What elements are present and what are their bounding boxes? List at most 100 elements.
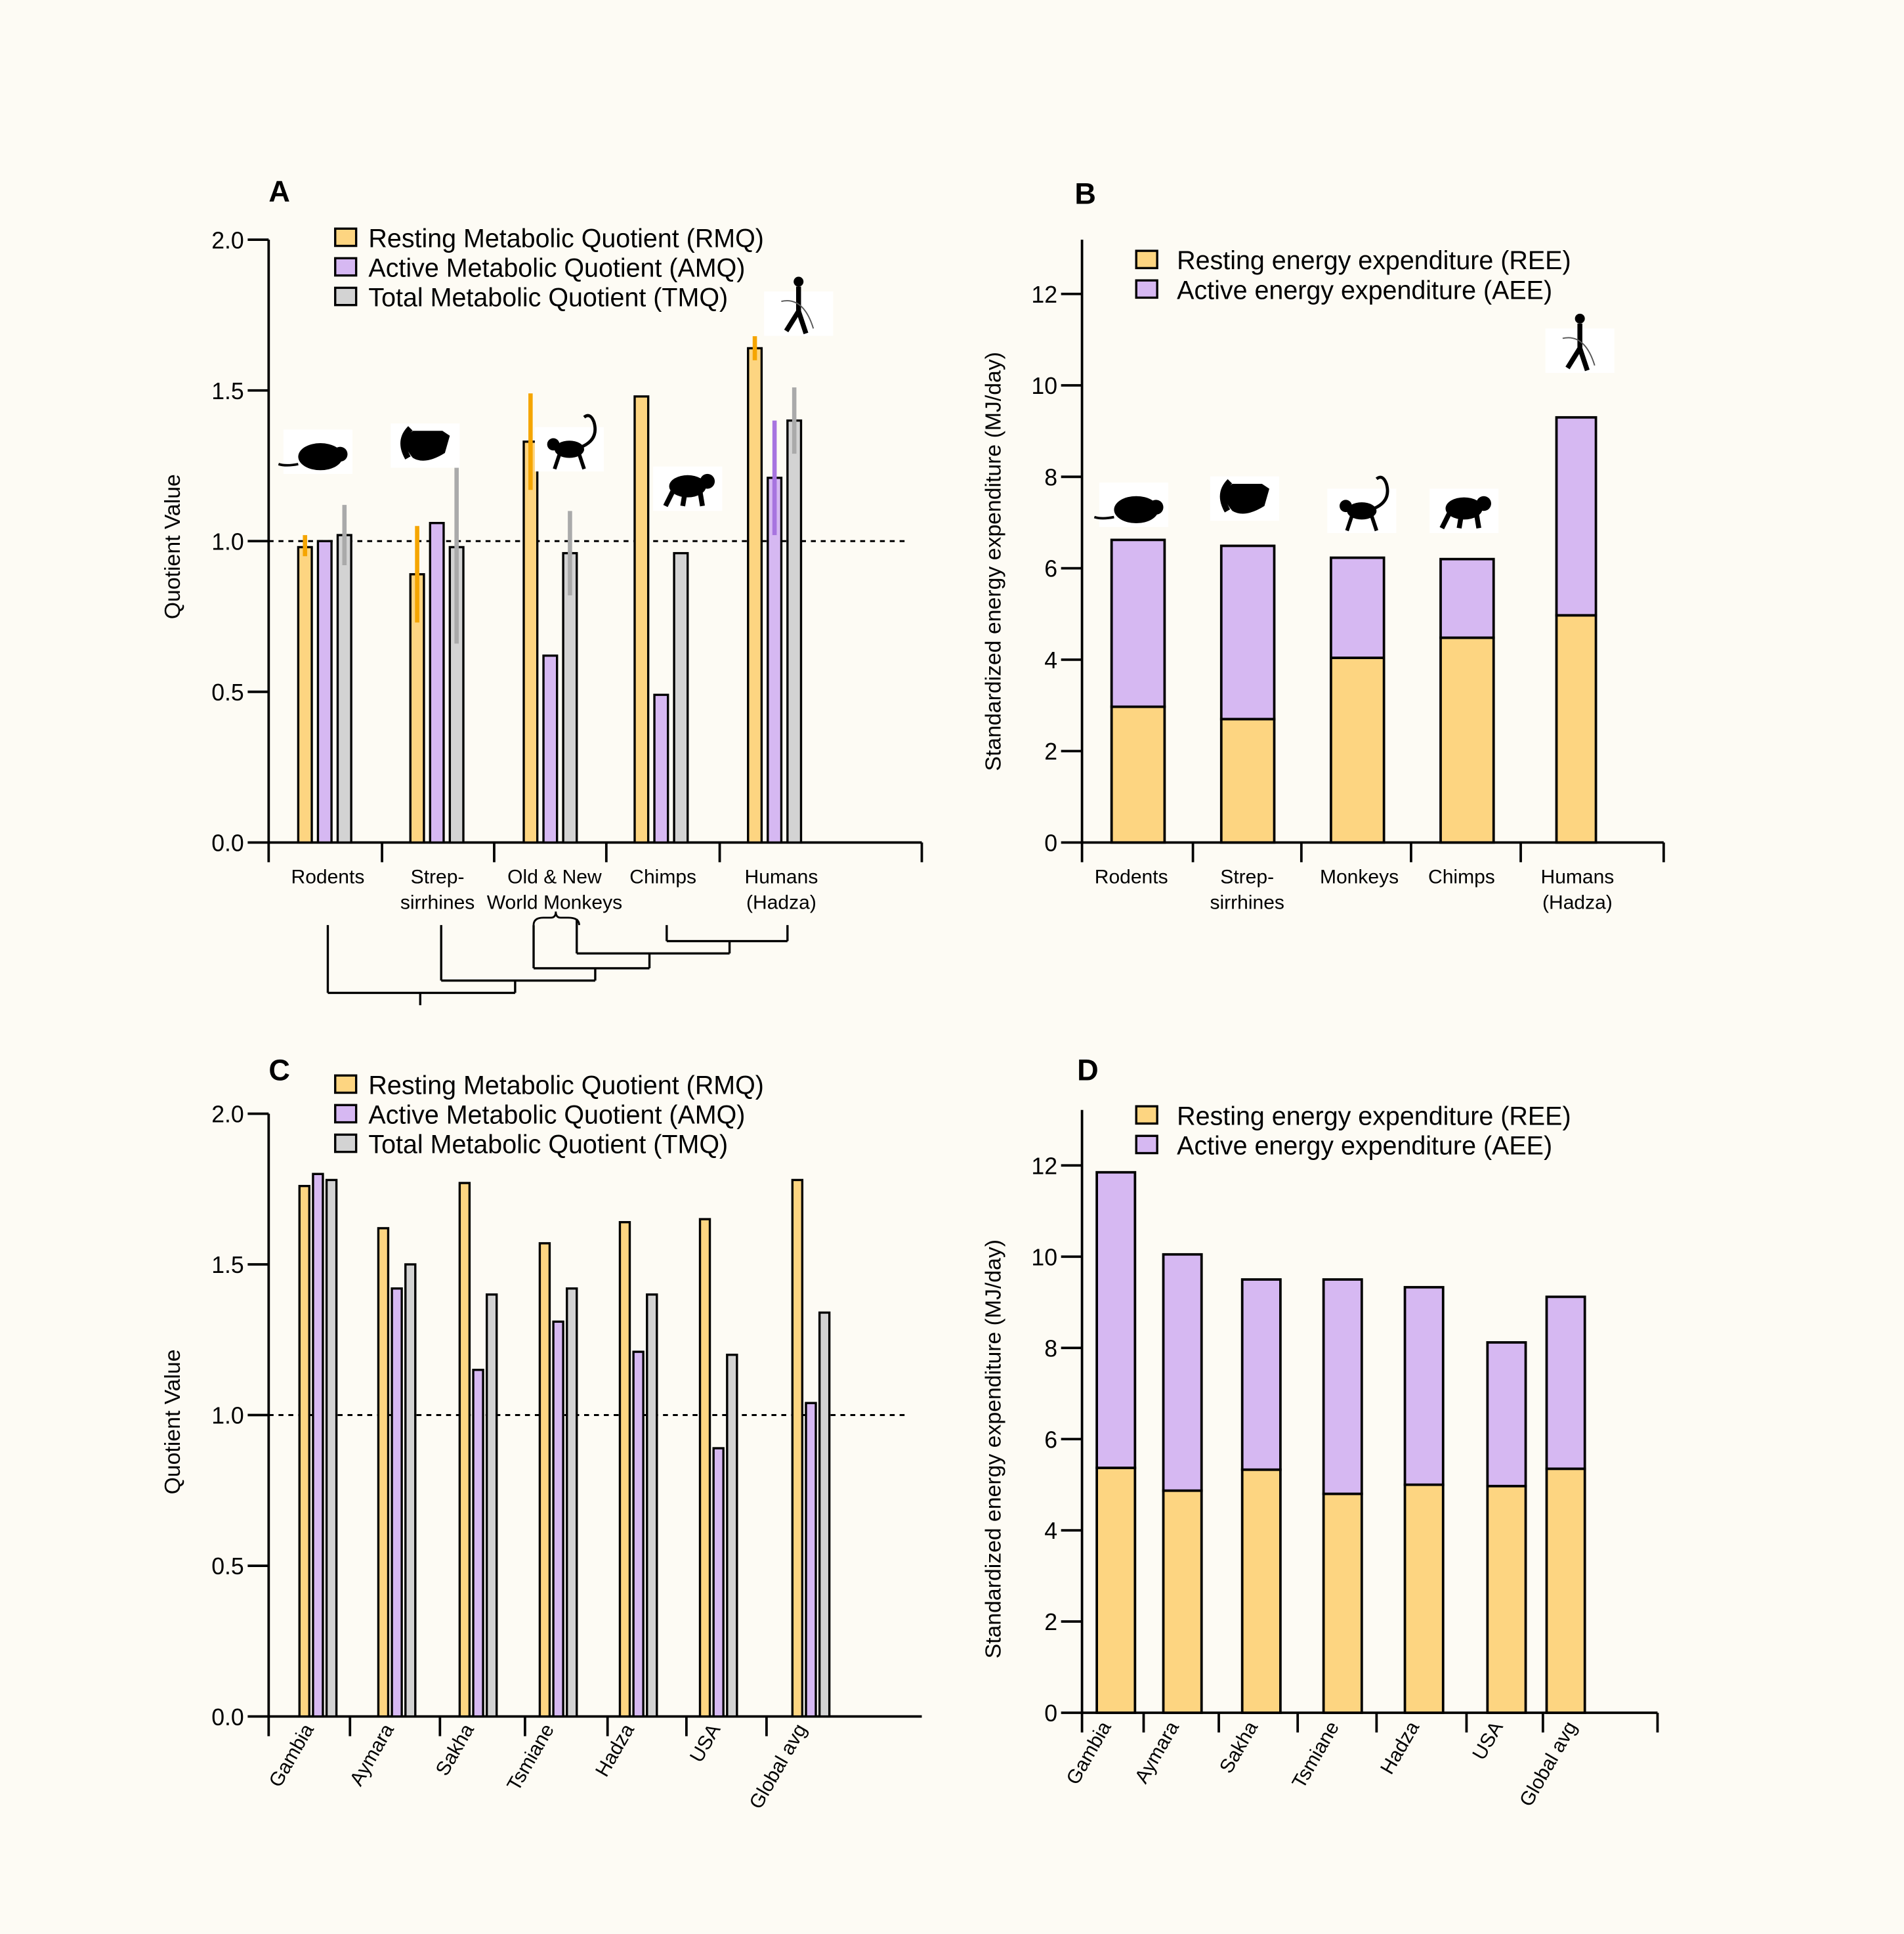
bar-aee bbox=[1240, 1278, 1282, 1471]
panel-letter: B bbox=[1074, 177, 1096, 211]
y-tick-label: 0.5 bbox=[211, 679, 244, 706]
y-tick-label: 12 bbox=[1031, 1153, 1057, 1179]
legend-label: Total Metabolic Quotient (TMQ) bbox=[368, 1130, 728, 1159]
y-tick-label: 4 bbox=[1044, 647, 1057, 674]
bar-amq bbox=[653, 693, 669, 844]
bar-ree bbox=[1322, 1492, 1363, 1714]
bar-tmq bbox=[562, 551, 578, 844]
category-label-line: Humans bbox=[745, 866, 818, 888]
category-label-line: (Hadza) bbox=[1542, 892, 1613, 914]
bar-ree bbox=[1439, 636, 1495, 844]
panel-letter: D bbox=[1077, 1054, 1099, 1087]
y-tick-label: 0.5 bbox=[211, 1553, 244, 1579]
monkey-icon bbox=[1327, 475, 1397, 534]
bar-ree bbox=[1162, 1489, 1203, 1714]
bar-aee bbox=[1439, 557, 1495, 639]
bar-rmq bbox=[538, 1242, 551, 1718]
bar-ree bbox=[1095, 1467, 1137, 1714]
category-label-line: Rodents bbox=[291, 866, 365, 888]
y-tick-label: 10 bbox=[1031, 1244, 1057, 1270]
lemur-icon bbox=[391, 423, 460, 468]
tree-brace bbox=[532, 911, 580, 926]
category-label: Rodents bbox=[1095, 866, 1168, 888]
bar-amq bbox=[632, 1350, 645, 1718]
bar-ree bbox=[1240, 1468, 1282, 1714]
monkey-icon bbox=[534, 414, 604, 472]
y-tick-label: 6 bbox=[1044, 556, 1057, 582]
category-label: Rodents bbox=[291, 866, 365, 888]
bar-rmq bbox=[698, 1218, 711, 1718]
bar-amq bbox=[316, 540, 333, 844]
category-label: Chimps bbox=[1428, 866, 1495, 888]
category-label: Strep-sirrhines bbox=[1210, 866, 1284, 913]
y-axis-label: Standardized energy expenditure (MJ/day) bbox=[981, 352, 1006, 771]
bar-tmq bbox=[336, 534, 352, 844]
bar-amq bbox=[805, 1402, 817, 1718]
bar-aee bbox=[1162, 1253, 1203, 1492]
y-tick-label: 2.0 bbox=[211, 1102, 244, 1128]
category-label-line: Chimps bbox=[1428, 866, 1495, 888]
bar-tmq bbox=[786, 419, 803, 844]
category-label: Old & New World Monkeys bbox=[487, 866, 622, 913]
bar-ree bbox=[1219, 718, 1276, 844]
y-tick-label: 1.5 bbox=[211, 378, 244, 404]
legend-swatch bbox=[334, 286, 358, 307]
legend-swatch bbox=[334, 227, 358, 247]
bar-tmq bbox=[673, 551, 689, 844]
rodent-icon bbox=[278, 429, 353, 474]
y-tick-label: 1.0 bbox=[211, 528, 244, 555]
y-tick-label: 1.0 bbox=[211, 1403, 244, 1429]
legend-swatch bbox=[334, 257, 358, 277]
bar-tmq bbox=[404, 1263, 417, 1718]
category-label-line: Strep- bbox=[1220, 866, 1274, 888]
category-label-line: Chimps bbox=[629, 866, 696, 888]
y-tick-label: 2.0 bbox=[211, 227, 244, 253]
bar-aee bbox=[1555, 416, 1597, 617]
bar-rmq bbox=[747, 347, 763, 844]
bar-rmq bbox=[298, 1184, 310, 1718]
human-hunter-icon bbox=[764, 276, 834, 336]
chimp-icon bbox=[653, 466, 723, 511]
panel-letter: C bbox=[268, 1054, 290, 1087]
bar-tmq bbox=[726, 1354, 738, 1718]
legend-swatch bbox=[1135, 1105, 1158, 1125]
bar-rmq bbox=[297, 546, 313, 844]
category-label: Humans (Hadza) bbox=[745, 866, 818, 913]
category-label: Chimps bbox=[629, 866, 696, 888]
legend-label: Active Metabolic Quotient (AMQ) bbox=[368, 1100, 745, 1129]
bar-ree bbox=[1403, 1483, 1445, 1714]
bar-rmq bbox=[377, 1227, 390, 1718]
y-tick-label: 0 bbox=[1044, 1700, 1057, 1727]
y-tick-label: 8 bbox=[1044, 1335, 1057, 1362]
category-label-line: Monkeys bbox=[1320, 866, 1399, 888]
category-label-line: Rodents bbox=[1095, 866, 1168, 888]
bar-amq bbox=[472, 1368, 484, 1718]
bar-ree bbox=[1486, 1484, 1527, 1714]
category-label-line: sirrhines bbox=[1210, 892, 1284, 914]
category-label: Strep-sirrhines bbox=[400, 866, 475, 913]
legend-label: Active energy expenditure (AEE) bbox=[1177, 276, 1552, 305]
panel-a: A 0.0 0.5 1.0 1.5 2.0 Quotient Value Rodents Str… bbox=[160, 175, 923, 1006]
bar-amq bbox=[552, 1320, 564, 1718]
y-tick-label: 12 bbox=[1031, 282, 1057, 308]
category-label: Humans (Hadza) bbox=[1541, 866, 1615, 913]
y-tick-label: 0.0 bbox=[211, 830, 244, 856]
y-axis-label: Quotient Value bbox=[160, 1349, 185, 1494]
legend-swatch bbox=[334, 1104, 358, 1124]
y-tick-label: 10 bbox=[1031, 373, 1057, 399]
bar-ree bbox=[1330, 656, 1386, 844]
bar-aee bbox=[1322, 1278, 1363, 1495]
bar-amq bbox=[391, 1287, 403, 1718]
y-tick-label: 4 bbox=[1044, 1518, 1057, 1544]
legend-label: Resting energy expenditure (REE) bbox=[1177, 1102, 1571, 1130]
y-axis-label: Quotient Value bbox=[160, 474, 185, 619]
category-label-line: sirrhines bbox=[400, 892, 475, 914]
legend-swatch bbox=[1135, 249, 1158, 270]
bar-aee bbox=[1403, 1285, 1445, 1486]
chimp-icon bbox=[1429, 488, 1499, 534]
bar-tmq bbox=[646, 1293, 658, 1718]
legend-swatch bbox=[334, 1074, 358, 1094]
